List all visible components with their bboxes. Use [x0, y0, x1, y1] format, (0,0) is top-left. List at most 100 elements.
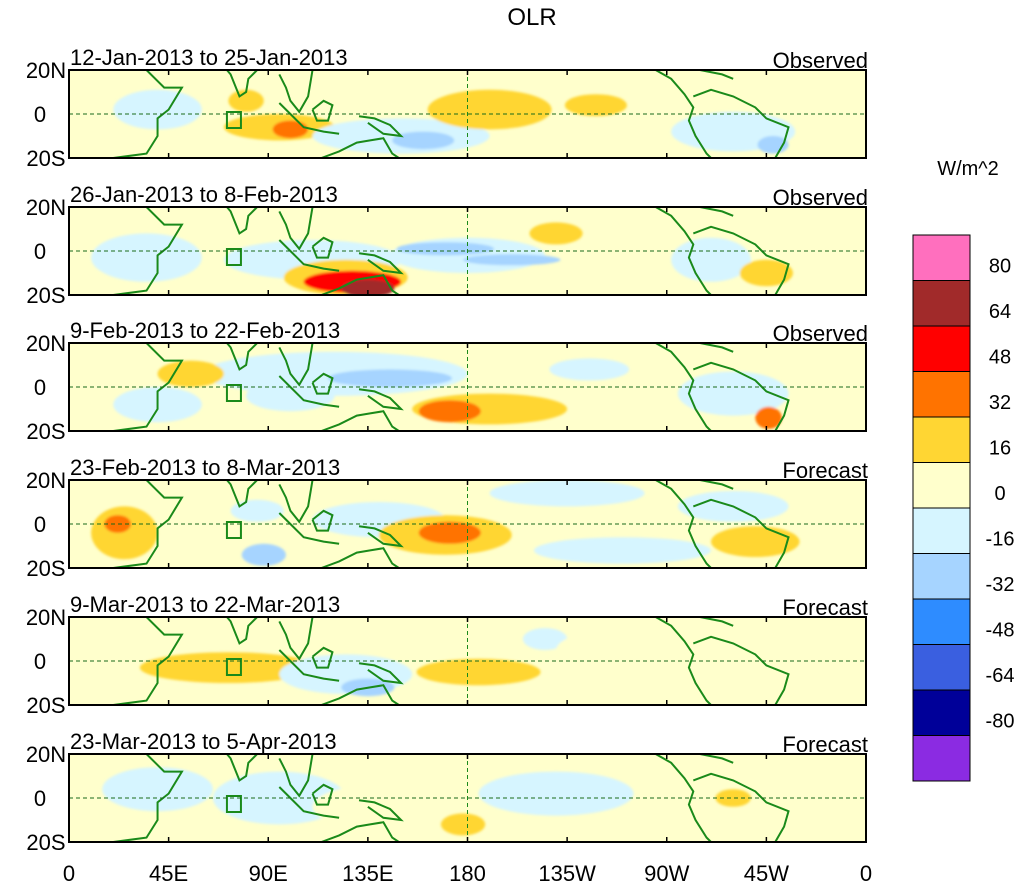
region-box [225, 111, 242, 129]
anomaly-blob [715, 789, 751, 807]
coastline [278, 343, 314, 387]
region-box [225, 384, 242, 402]
coastline [311, 783, 334, 806]
anomaly-blob [755, 406, 782, 429]
anomaly-blob [463, 254, 561, 266]
colorbar-level-label: -16 [986, 529, 1015, 551]
anomaly-blob [711, 526, 800, 557]
coastline [692, 88, 790, 158]
colorbar-swatch [912, 689, 971, 736]
coastline [655, 343, 712, 431]
x-tick-label: 90E [249, 861, 288, 886]
coastline [358, 525, 404, 548]
coastline [311, 372, 334, 395]
panel-kind-label: Forecast [782, 458, 868, 483]
coastline [278, 649, 340, 682]
region-box [225, 521, 242, 539]
anomaly-blob [489, 480, 645, 507]
coastline [655, 617, 712, 705]
y-tick-label: 0 [34, 102, 46, 127]
coastline [655, 70, 712, 158]
x-tick-label: 90W [644, 861, 689, 886]
anomaly-blob [241, 543, 286, 566]
colorbar-swatch [912, 735, 971, 782]
y-tick-label: 20S [26, 830, 65, 855]
region-box [225, 248, 242, 266]
y-tick-label: 0 [34, 786, 46, 811]
panel-period-label: 9-Mar-2013 to 22-Mar-2013 [70, 592, 340, 617]
colorbar-level-label: 0 [994, 483, 1005, 505]
colorbar-level-label: 64 [989, 301, 1011, 323]
coastline [311, 646, 334, 669]
coastline [655, 754, 712, 842]
colorbar-swatch [912, 553, 971, 600]
colorbar-level-label: 32 [989, 392, 1011, 414]
y-tick-label: 20S [26, 556, 65, 581]
coastline [699, 480, 734, 490]
panel-kind-label: Observed [773, 185, 868, 210]
coastline [321, 137, 400, 158]
anomaly-blob [157, 360, 224, 387]
anomaly-blob [416, 658, 541, 686]
anomaly-blob [533, 537, 712, 564]
anomaly-blob [396, 242, 495, 256]
panel-kind-label: Observed [773, 48, 868, 73]
colorbar-swatch [912, 462, 971, 509]
anomaly-blob [427, 89, 552, 130]
colorbar-swatch [912, 371, 971, 418]
coastline [699, 617, 734, 627]
coastline [278, 754, 314, 798]
anomaly-blob [418, 521, 481, 544]
panel-period-label: 23-Feb-2013 to 8-Mar-2013 [70, 455, 340, 480]
anomaly-blob [418, 400, 481, 423]
coastline [311, 236, 334, 259]
y-tick-label: 20N [26, 331, 66, 356]
anomaly-blob [671, 237, 751, 282]
coastline [692, 498, 790, 568]
colorbar-swatch [912, 280, 971, 327]
coastline [358, 388, 404, 411]
anomaly-blob [272, 120, 309, 139]
x-tick-label: 45W [744, 861, 789, 886]
coastline [278, 207, 314, 251]
anomaly-blob [556, 623, 778, 677]
coastline [190, 343, 259, 371]
coastline [278, 102, 340, 135]
panel-period-label: 12-Jan-2013 to 25-Jan-2013 [70, 45, 348, 70]
y-tick-label: 20S [26, 693, 65, 718]
y-tick-label: 20N [26, 468, 66, 493]
x-tick-label: 45E [149, 861, 188, 886]
anomaly-blob [139, 652, 317, 683]
y-tick-label: 20N [26, 195, 66, 220]
anomaly-blob [230, 499, 284, 522]
panel-period-label: 23-Mar-2013 to 5-Apr-2013 [70, 729, 337, 754]
anomaly-blob [228, 89, 264, 112]
coastline [699, 207, 734, 217]
coastline [190, 480, 259, 508]
colorbar-level-label: 48 [989, 347, 1011, 369]
y-tick-label: 0 [34, 512, 46, 537]
colorbar-unit-label: W/m^2 [937, 158, 999, 180]
coastline [278, 70, 314, 114]
anomaly-blob [91, 506, 158, 560]
anomaly-blob [328, 369, 453, 388]
map-panel: 20N 0 20S 23-Feb-2013 to 8-Mar-2013 Forecast [26, 455, 868, 581]
coastline [692, 635, 790, 705]
colorbar-level-label: 16 [989, 438, 1011, 460]
map-panels: 20N 0 20S 12-Jan-2013 to 25-Jan-2013 Observe… [26, 45, 868, 855]
colorbar-swatch [912, 325, 971, 372]
coastline [358, 662, 404, 685]
anomaly-blob [522, 628, 568, 650]
coastline [278, 480, 314, 524]
coastline [699, 343, 734, 353]
panel-period-label: 9-Feb-2013 to 22-Feb-2013 [70, 318, 340, 343]
coastline [321, 410, 400, 431]
colorbar-level-label: -48 [986, 620, 1015, 642]
coastline [655, 207, 712, 295]
coastline [321, 274, 400, 295]
x-tick-label: 0 [63, 861, 75, 886]
coastline [358, 252, 404, 275]
map-panel: 20N 0 20S 26-Jan-2013 to 8-Feb-2013 Observed [26, 182, 868, 308]
colorbar-level-label: -32 [986, 574, 1015, 596]
